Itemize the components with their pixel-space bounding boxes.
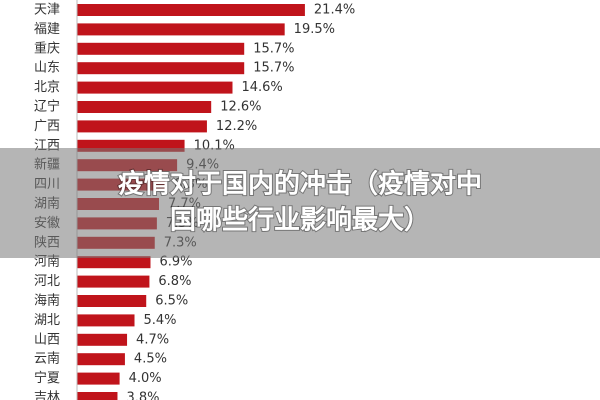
- value-label: 6.5%: [155, 294, 188, 309]
- value-label: 4.7%: [136, 332, 169, 347]
- category-label: 河北: [34, 274, 60, 289]
- category-label: 北京: [34, 80, 60, 95]
- category-label: 辽宁: [34, 99, 60, 115]
- value-label: 4.0%: [129, 371, 162, 386]
- bar: [77, 81, 233, 94]
- bar: [77, 256, 151, 269]
- value-label: 3.8%: [126, 391, 159, 400]
- bar: [77, 23, 285, 36]
- banner-line: 国哪些行业影响最大）: [170, 205, 430, 236]
- value-label: 4.5%: [134, 352, 167, 367]
- value-label: 6.9%: [159, 255, 192, 270]
- value-label: 21.4%: [314, 3, 355, 18]
- bar: [77, 275, 150, 288]
- category-label: 吉林: [34, 391, 60, 400]
- category-label: 宁夏: [34, 370, 60, 386]
- banner-line: 疫情对于国内的冲击（疫情对中: [118, 169, 482, 200]
- bar: [77, 314, 135, 327]
- bar: [77, 101, 212, 113]
- category-label: 山西: [34, 332, 60, 347]
- bar: [77, 4, 305, 16]
- category-label: 湖北: [34, 313, 60, 328]
- value-label: 12.2%: [216, 119, 257, 134]
- category-label: 天津: [34, 3, 60, 18]
- bar: [77, 333, 128, 346]
- category-label: 山东: [34, 61, 60, 76]
- bar: [77, 353, 125, 366]
- bar: [77, 42, 245, 55]
- category-label: 重庆: [34, 40, 60, 56]
- bar: [77, 372, 120, 385]
- value-label: 5.4%: [144, 313, 177, 328]
- category-label: 海南: [34, 293, 60, 309]
- category-label: 福建: [34, 22, 60, 37]
- value-label: 12.6%: [220, 100, 261, 115]
- value-label: 14.6%: [241, 80, 282, 95]
- bar: [77, 392, 118, 400]
- value-label: 6.8%: [158, 274, 191, 289]
- bar: [77, 120, 207, 133]
- bar: [77, 295, 147, 307]
- category-label: 云南: [34, 351, 60, 367]
- bar: [77, 62, 245, 75]
- value-label: 15.7%: [253, 61, 294, 76]
- value-label: 19.5%: [294, 22, 335, 37]
- category-label: 广西: [34, 119, 60, 134]
- value-label: 15.7%: [253, 41, 294, 56]
- banner-overlay: [0, 148, 600, 258]
